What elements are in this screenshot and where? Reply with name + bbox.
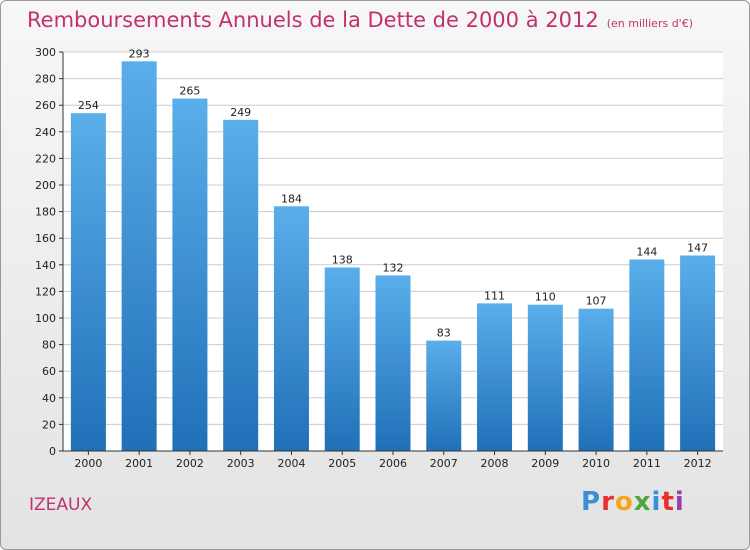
bar bbox=[172, 98, 208, 452]
bar bbox=[680, 255, 716, 451]
y-tick-label: 280 bbox=[35, 73, 56, 86]
x-tick-label: 2008 bbox=[481, 457, 509, 470]
bar-value-label: 107 bbox=[586, 295, 607, 308]
bar bbox=[273, 206, 309, 451]
x-tick-label: 2010 bbox=[582, 457, 610, 470]
bar-value-label: 132 bbox=[383, 261, 404, 274]
x-tick-label: 2005 bbox=[328, 457, 356, 470]
bar-value-label: 83 bbox=[437, 327, 451, 340]
x-tick-label: 2007 bbox=[430, 457, 458, 470]
logo-letter: o bbox=[614, 487, 634, 517]
bar-value-label: 254 bbox=[78, 99, 99, 112]
bar bbox=[426, 340, 462, 451]
bar bbox=[578, 308, 614, 451]
logo-letter: i bbox=[674, 487, 685, 517]
bar bbox=[375, 275, 411, 451]
y-tick-label: 20 bbox=[42, 418, 56, 431]
bar-value-label: 144 bbox=[636, 245, 657, 258]
bar-value-label: 110 bbox=[535, 291, 556, 304]
y-tick-label: 40 bbox=[42, 392, 56, 405]
y-tick-label: 260 bbox=[35, 99, 56, 112]
y-tick-label: 60 bbox=[42, 365, 56, 378]
commune-name: IZEAUX bbox=[29, 495, 93, 515]
x-tick-label: 2003 bbox=[227, 457, 255, 470]
bar bbox=[70, 113, 106, 452]
bar bbox=[324, 267, 360, 451]
x-tick-label: 2001 bbox=[125, 457, 153, 470]
bar bbox=[629, 259, 665, 451]
y-tick-label: 160 bbox=[35, 232, 56, 245]
x-tick-label: 2006 bbox=[379, 457, 407, 470]
proxiti-logo: Proxiti bbox=[581, 487, 685, 517]
bar bbox=[527, 304, 563, 451]
y-tick-label: 240 bbox=[35, 126, 56, 139]
y-tick-label: 200 bbox=[35, 179, 56, 192]
bar bbox=[477, 303, 513, 451]
x-tick-label: 2004 bbox=[277, 457, 305, 470]
x-tick-label: 2002 bbox=[176, 457, 204, 470]
logo-letter: i bbox=[651, 487, 662, 517]
logo-letter: P bbox=[581, 487, 602, 517]
bar-value-label: 111 bbox=[484, 289, 505, 302]
x-tick-label: 2012 bbox=[684, 457, 712, 470]
logo-letter: r bbox=[601, 487, 615, 517]
x-tick-label: 2000 bbox=[74, 457, 102, 470]
bar-value-label: 147 bbox=[687, 241, 708, 254]
x-tick-label: 2011 bbox=[633, 457, 661, 470]
y-tick-label: 0 bbox=[49, 445, 56, 458]
logo-letter: x bbox=[633, 487, 652, 517]
bar-value-label: 184 bbox=[281, 192, 302, 205]
bar bbox=[223, 119, 259, 451]
bar bbox=[121, 61, 157, 452]
bar-value-label: 265 bbox=[179, 85, 200, 98]
y-tick-label: 80 bbox=[42, 339, 56, 352]
x-tick-label: 2009 bbox=[531, 457, 559, 470]
chart-title: Remboursements Annuels de la Dette de 20… bbox=[27, 8, 693, 32]
y-tick-label: 180 bbox=[35, 206, 56, 219]
y-tick-label: 120 bbox=[35, 285, 56, 298]
bar-value-label: 293 bbox=[129, 47, 150, 60]
unit-text: (en milliers d'€) bbox=[606, 17, 693, 30]
logo-letter: t bbox=[661, 487, 675, 517]
bar-value-label: 249 bbox=[230, 106, 251, 119]
title-text: Remboursements Annuels de la Dette de 20… bbox=[27, 8, 599, 32]
y-tick-label: 140 bbox=[35, 259, 56, 272]
y-tick-label: 300 bbox=[35, 46, 56, 59]
y-tick-label: 100 bbox=[35, 312, 56, 325]
y-tick-label: 220 bbox=[35, 152, 56, 165]
bar-value-label: 138 bbox=[332, 253, 353, 266]
